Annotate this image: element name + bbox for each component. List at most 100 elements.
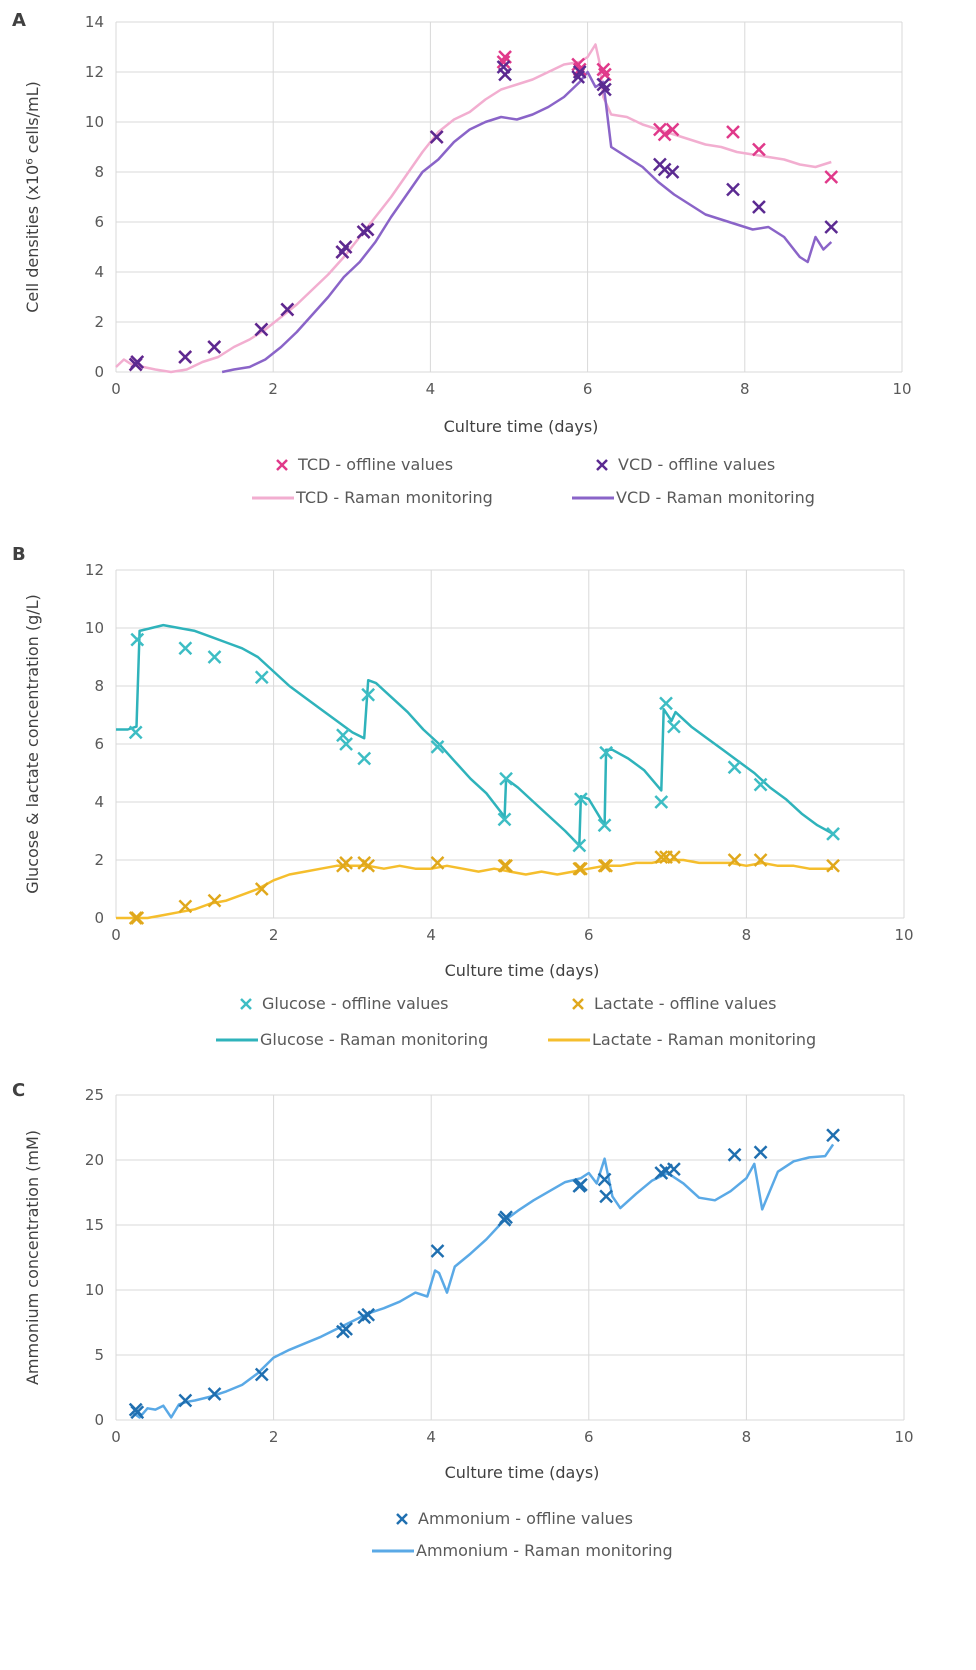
x-tick-label: 0 bbox=[111, 380, 121, 398]
legend-item-lactate-raman-monitoring: Lactate - Raman monitoring bbox=[548, 1030, 816, 1049]
marker-stroke bbox=[207, 893, 222, 908]
panel-a: A 0 2 4 6 8 10 12 14 0 2 4 6 8 10 Culture time (days) Ce… bbox=[12, 10, 912, 507]
data-point bbox=[430, 1244, 445, 1258]
marker-stroke bbox=[361, 858, 376, 873]
y-tick-label: 25 bbox=[85, 1086, 104, 1104]
marker-stroke bbox=[254, 670, 269, 685]
data-point bbox=[360, 222, 375, 237]
data-point bbox=[659, 696, 673, 711]
marker-stroke bbox=[596, 62, 611, 77]
data-point bbox=[339, 737, 353, 751]
data-point bbox=[130, 355, 145, 369]
data-point bbox=[599, 1189, 614, 1204]
data-point bbox=[726, 182, 740, 197]
data-point bbox=[727, 760, 742, 775]
panel-letter: B bbox=[12, 544, 26, 565]
series-line-tcd-raman-monitoring bbox=[115, 43, 832, 374]
data-point bbox=[497, 812, 512, 827]
series-markers-ammonium-offline-values bbox=[128, 1128, 840, 1420]
marker-stroke bbox=[667, 850, 681, 864]
data-point bbox=[752, 142, 766, 157]
marker-stroke bbox=[361, 687, 376, 702]
data-point bbox=[753, 1145, 768, 1160]
data-point bbox=[654, 850, 669, 864]
panel-letter: C bbox=[12, 1080, 25, 1101]
data-point bbox=[597, 818, 612, 833]
marker-stroke bbox=[826, 827, 840, 841]
legend-label: Glucose - offline values bbox=[262, 994, 449, 1013]
y-tick-label: 15 bbox=[85, 1216, 104, 1234]
data-point bbox=[207, 340, 222, 354]
data-point bbox=[826, 1128, 840, 1143]
data-point bbox=[338, 240, 353, 254]
y-tick-label: 5 bbox=[94, 1346, 104, 1364]
marker-stroke bbox=[726, 125, 740, 139]
data-point bbox=[498, 67, 512, 82]
legend-marker bbox=[276, 459, 288, 471]
marker-stroke bbox=[207, 650, 222, 664]
y-tick-label: 8 bbox=[94, 163, 104, 181]
data-point bbox=[130, 1405, 145, 1420]
legend-label: Ammonium - offline values bbox=[418, 1509, 633, 1528]
marker-stroke bbox=[360, 222, 375, 237]
y-tick-label: 0 bbox=[94, 1411, 104, 1429]
data-point bbox=[572, 838, 587, 853]
data-point bbox=[667, 1162, 681, 1176]
data-point bbox=[178, 641, 193, 656]
legend-item-ammonium-offline-values: Ammonium - offline values bbox=[396, 1509, 633, 1528]
marker-stroke bbox=[752, 142, 766, 157]
panel-letter: A bbox=[12, 10, 26, 31]
marker-stroke bbox=[665, 165, 680, 179]
marker-stroke bbox=[178, 641, 193, 656]
data-point bbox=[178, 1393, 193, 1408]
legend-item-glucose-offline-values: Glucose - offline values bbox=[240, 994, 449, 1013]
marker-stroke bbox=[753, 853, 768, 867]
marker-stroke bbox=[599, 858, 614, 873]
legend: Ammonium - offline values Ammonium - Rama… bbox=[372, 1509, 673, 1560]
x-tick-label: 4 bbox=[426, 926, 436, 944]
x-tick-label: 4 bbox=[426, 380, 436, 398]
x-tick-label: 2 bbox=[269, 926, 279, 944]
marker-stroke bbox=[597, 1172, 612, 1187]
marker-stroke bbox=[752, 200, 766, 214]
marker-stroke bbox=[753, 777, 768, 792]
data-point bbox=[657, 127, 672, 142]
data-point bbox=[128, 725, 143, 740]
marker-stroke bbox=[339, 737, 353, 751]
data-point bbox=[207, 650, 222, 664]
x-axis-title: Culture time (days) bbox=[445, 1463, 600, 1482]
x-tick-label: 6 bbox=[584, 1428, 594, 1446]
marker-stroke bbox=[497, 812, 512, 827]
legend-item-tcd-raman-monitoring: TCD - Raman monitoring bbox=[252, 488, 493, 507]
marker-stroke bbox=[496, 60, 511, 74]
data-point bbox=[357, 751, 372, 766]
data-point bbox=[753, 777, 768, 792]
series-markers-vcd-offline-values bbox=[128, 60, 839, 372]
x-tick-label: 8 bbox=[742, 926, 752, 944]
data-point bbox=[207, 893, 222, 908]
marker-stroke bbox=[357, 751, 372, 766]
data-point bbox=[667, 719, 681, 734]
data-point bbox=[130, 911, 145, 925]
legend-label: VCD - offline values bbox=[618, 455, 775, 474]
series-markers-glucose-offline-values bbox=[128, 632, 840, 853]
data-point bbox=[599, 745, 614, 760]
legend-label: Glucose - Raman monitoring bbox=[260, 1030, 488, 1049]
marker-stroke bbox=[667, 719, 681, 734]
data-point bbox=[654, 795, 669, 809]
data-point bbox=[178, 899, 193, 914]
data-point bbox=[361, 858, 376, 873]
marker-stroke bbox=[128, 725, 143, 740]
x-tick-label: 2 bbox=[269, 1428, 279, 1446]
data-point bbox=[361, 687, 376, 702]
legend-label: Lactate - offline values bbox=[594, 994, 776, 1013]
legend-marker bbox=[572, 998, 584, 1010]
legend: TCD - offline values VCD - offline values… bbox=[252, 455, 815, 507]
data-point bbox=[339, 1322, 353, 1336]
marker-stroke bbox=[654, 795, 669, 809]
x-tick-label: 8 bbox=[742, 1428, 752, 1446]
data-point bbox=[430, 856, 445, 870]
marker-stroke bbox=[178, 1393, 193, 1408]
marker-stroke bbox=[178, 899, 193, 914]
